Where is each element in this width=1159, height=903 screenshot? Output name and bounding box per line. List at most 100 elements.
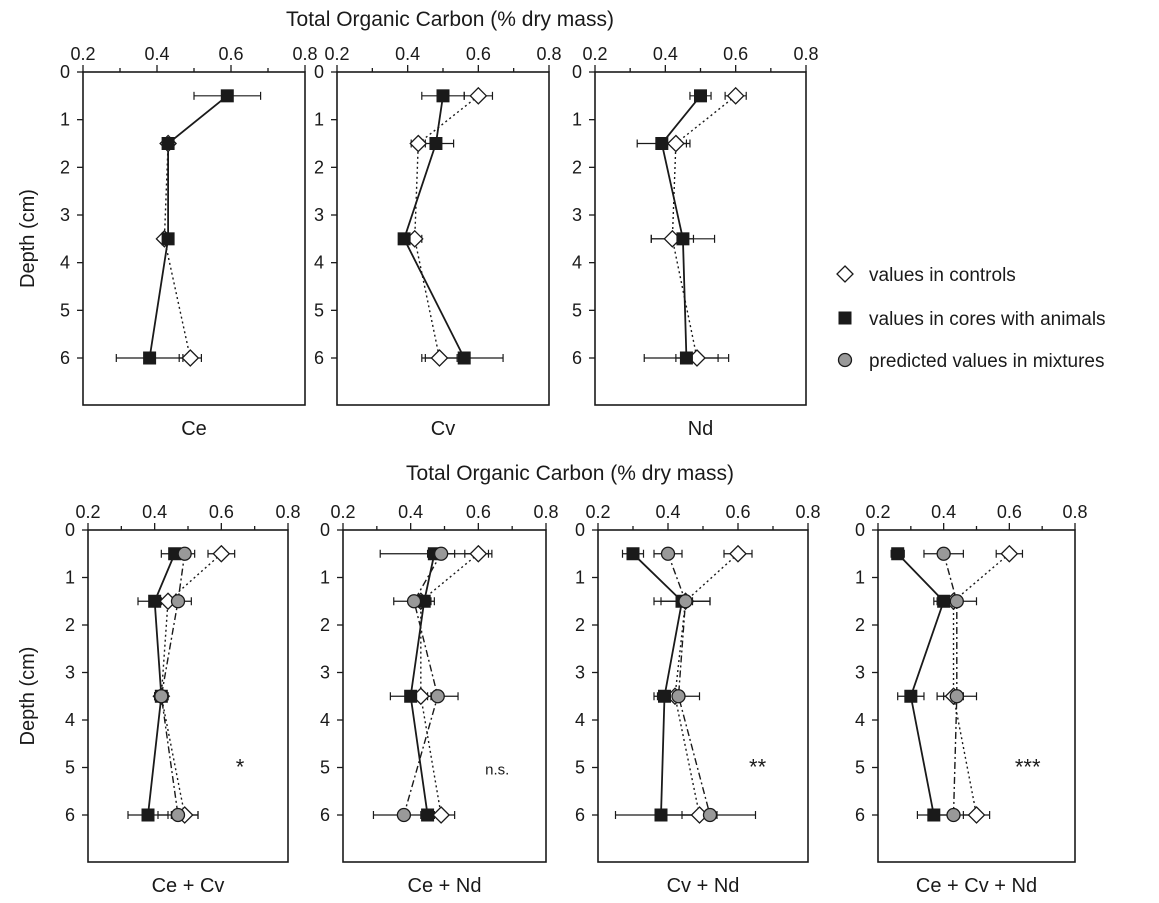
data-point [170, 594, 186, 609]
panel-label: Cv [431, 418, 455, 440]
panel-3: 0.2 0.4 0.6 0.8 0 1 2 3 4 5 6 Depth (cm) Ce + Cv * [17, 502, 301, 897]
series-line [674, 553, 739, 816]
y-tick-label: 4 [575, 710, 585, 730]
series-line [414, 95, 479, 359]
y-tick-label: 2 [572, 157, 582, 177]
panel-5: 0.2 0.4 0.6 0.8 0 1 2 3 4 5 6 Cv + Nd ** [575, 502, 821, 897]
data-point [626, 547, 640, 561]
y-tick-label: 0 [65, 520, 75, 540]
panel-2: 0.2 0.4 0.6 0.8 0 1 2 3 4 5 6 Nd [572, 44, 819, 440]
x-tick-label: 0.2 [324, 44, 349, 64]
series-line [897, 553, 945, 816]
data-point [143, 351, 157, 365]
x-tick-label: 0.4 [395, 44, 420, 64]
series-line [942, 553, 958, 816]
y-tick-label: 2 [320, 615, 330, 635]
top-axis-title: Total Organic Carbon (% dry mass) [286, 8, 614, 31]
series-line [403, 553, 442, 816]
y-tick-label: 2 [575, 615, 585, 635]
x-tick-label: 0.2 [330, 502, 355, 522]
data-point [654, 808, 668, 822]
y-tick-label: 4 [320, 710, 330, 730]
legend-label: values in controls [869, 265, 1016, 286]
x-tick-label: 0.4 [142, 502, 167, 522]
data-point [421, 808, 435, 822]
y-tick-label: 0 [60, 62, 70, 82]
y-tick-label: 3 [314, 205, 324, 225]
data-point [655, 137, 669, 150]
x-tick-label: 0.8 [1062, 502, 1087, 522]
y-tick-label: 3 [65, 663, 75, 683]
y-tick-label: 6 [320, 805, 330, 825]
panel-0: 0.2 0.4 0.6 0.8 0 1 2 3 4 5 6 Depth (cm) Ce [17, 44, 318, 440]
x-tick-label: 0.6 [725, 502, 750, 522]
y-axis-label: Depth (cm) [17, 647, 39, 746]
series-line [671, 95, 737, 359]
x-tick-label: 0.8 [292, 44, 317, 64]
x-tick-label: 0.4 [655, 502, 680, 522]
series-line [160, 553, 186, 816]
panel-label: Ce [181, 418, 207, 440]
x-tick-label: 0.4 [398, 502, 423, 522]
panel-label: Nd [688, 418, 714, 440]
data-point [436, 89, 450, 103]
data-point [154, 689, 169, 704]
y-tick-label: 3 [320, 663, 330, 683]
data-point [161, 137, 175, 150]
data-point [660, 546, 676, 561]
y-tick-label: 0 [572, 62, 582, 82]
x-tick-label: 0.4 [653, 44, 678, 64]
y-tick-label: 3 [855, 663, 865, 683]
x-tick-label: 0.2 [70, 44, 95, 64]
series-line [667, 553, 711, 816]
y-tick-label: 4 [65, 710, 75, 730]
y-tick-label: 4 [60, 253, 70, 273]
data-point [170, 807, 186, 823]
data-point [430, 349, 449, 367]
panels: 0.2 0.4 0.6 0.8 0 1 2 3 4 5 6 Depth (cm) Ce 0.2 0.4 0.6… [17, 44, 1088, 897]
y-axis-label: Depth (cm) [17, 189, 39, 288]
data-point [1000, 544, 1019, 563]
x-tick-label: 0.6 [723, 44, 748, 64]
data-point [949, 689, 964, 704]
x-tick-label: 0.6 [218, 44, 243, 64]
y-tick-label: 6 [575, 805, 585, 825]
significance-label: n.s. [485, 762, 509, 779]
series-line [409, 553, 436, 816]
panel-6: 0.2 0.4 0.6 0.8 0 1 2 3 4 5 6 Ce + Cv + Nd *** [855, 502, 1088, 897]
data-point [396, 807, 412, 823]
y-tick-label: 1 [65, 568, 75, 588]
data-point [148, 594, 162, 608]
x-tick-label: 0.2 [582, 44, 607, 64]
y-tick-label: 1 [314, 110, 324, 130]
data-point [429, 137, 443, 150]
x-tick-label: 0.2 [585, 502, 610, 522]
data-point [457, 351, 471, 365]
data-point [404, 689, 418, 703]
data-point [927, 808, 941, 822]
y-tick-label: 1 [855, 568, 865, 588]
panel-4: 0.2 0.4 0.6 0.8 0 1 2 3 4 5 6 Ce + Nd n.s. [320, 502, 559, 897]
data-point [949, 594, 964, 609]
y-tick-label: 3 [572, 205, 582, 225]
significance-label: *** [1015, 755, 1041, 780]
series-line [420, 553, 479, 816]
y-tick-label: 1 [575, 568, 585, 588]
series-line [148, 95, 228, 359]
x-tick-label: 0.8 [533, 502, 558, 522]
y-tick-label: 0 [320, 520, 330, 540]
y-tick-label: 5 [60, 300, 70, 320]
data-point [937, 594, 951, 608]
x-tick-label: 0.2 [75, 502, 100, 522]
data-point [676, 232, 690, 246]
data-point [694, 89, 707, 103]
legend-marker [837, 352, 853, 368]
significance-label: * [236, 755, 245, 780]
data-point [658, 689, 671, 703]
legend-marker [836, 265, 854, 283]
legend-label: predicted values in mixtures [869, 351, 1105, 372]
y-tick-label: 4 [855, 710, 865, 730]
y-tick-label: 2 [60, 157, 70, 177]
data-point [702, 807, 718, 823]
data-point [141, 808, 155, 822]
